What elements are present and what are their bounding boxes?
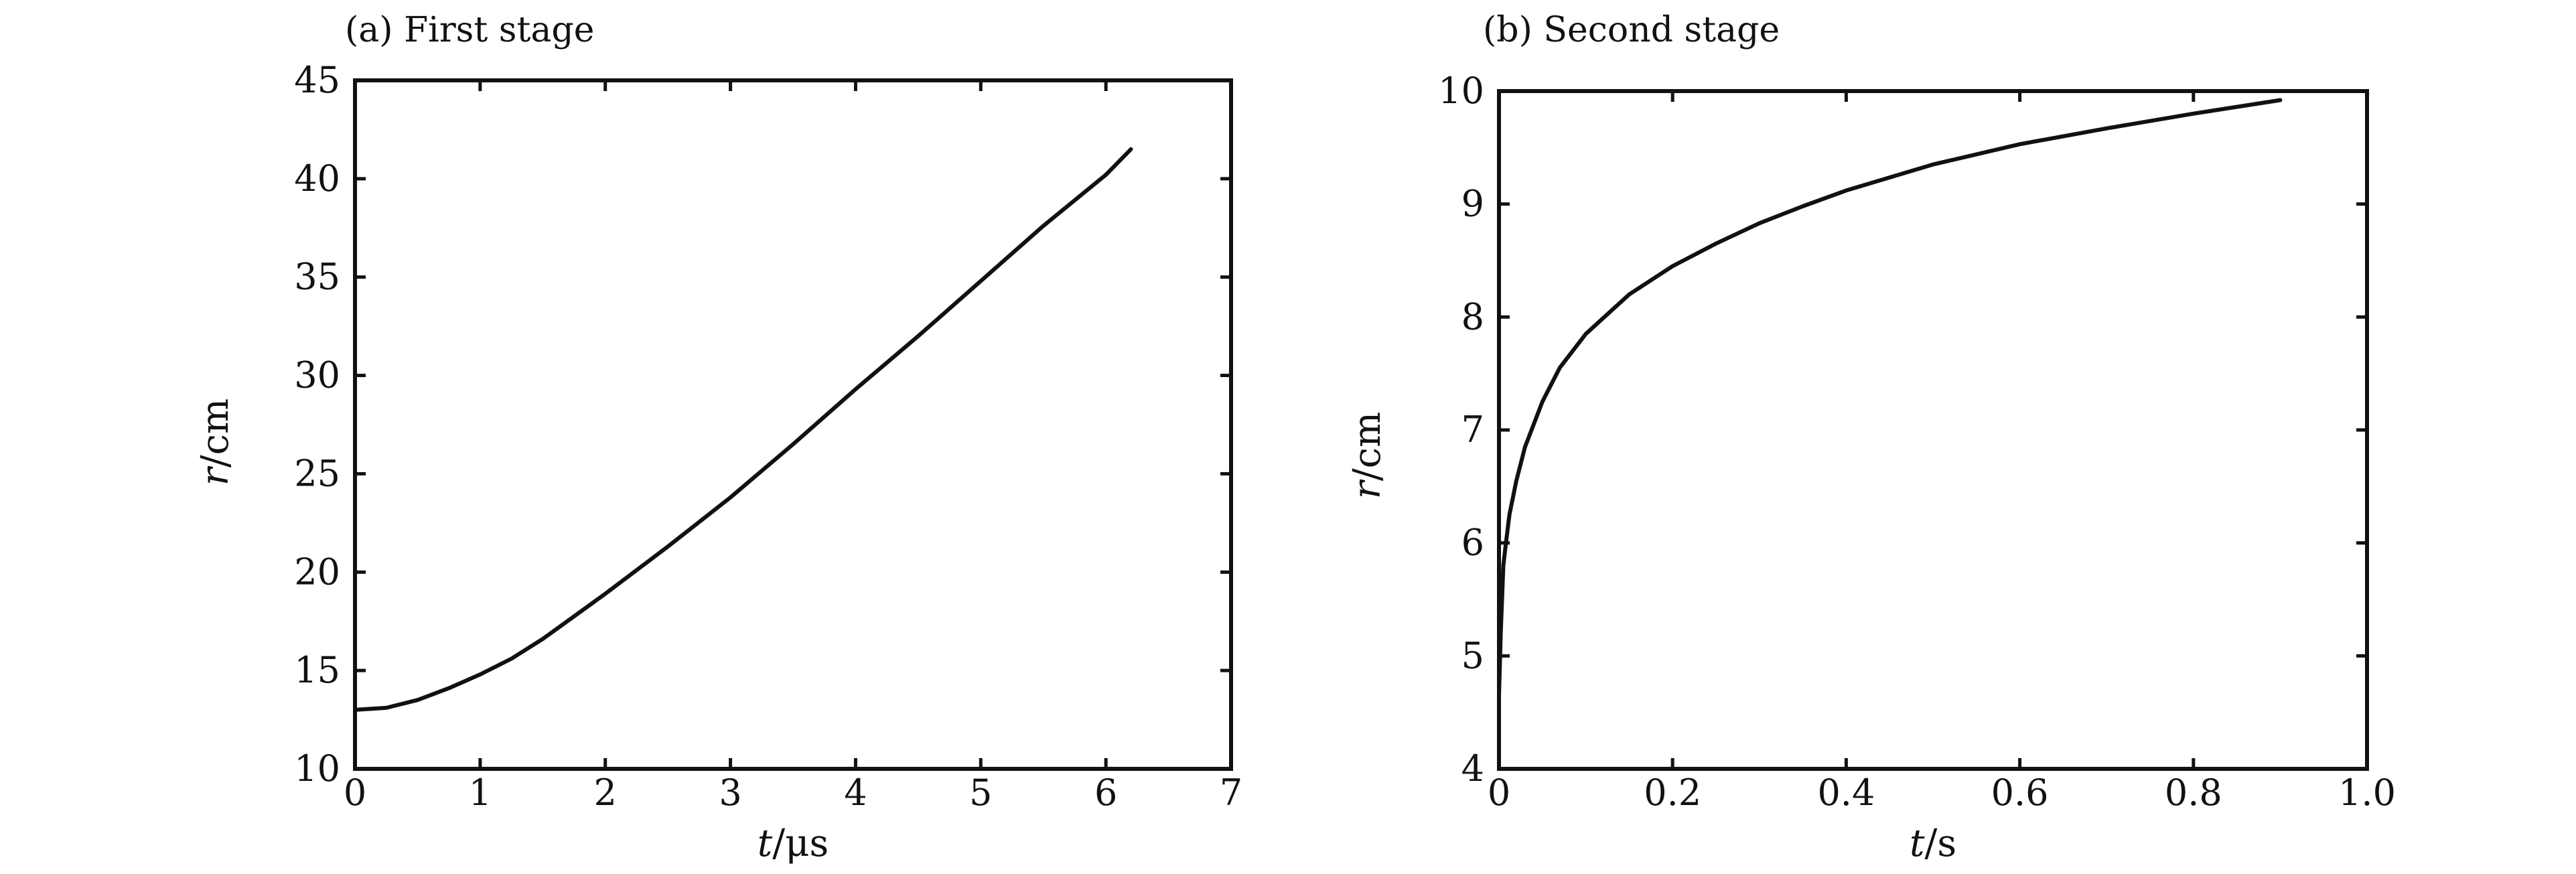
x-tick-label: 1 [469, 772, 492, 814]
x-axis-ticks: 0 1 2 3 4 5 6 7 [344, 80, 1242, 814]
y-tick-label: 9 [1461, 183, 1484, 225]
data-series-line [1497, 98, 2283, 698]
x-tick-label: 7 [1220, 772, 1242, 814]
y-tick-label: 10 [1438, 70, 1484, 112]
x-tick-label: 0.4 [1817, 772, 1875, 814]
y-tick-label: 20 [294, 551, 340, 593]
x-axis-label: t/s [1910, 822, 1956, 865]
x-tick-label: 0.6 [1991, 772, 2049, 814]
x-axis-label: t/μs [758, 822, 829, 865]
data-series-line [353, 147, 1133, 712]
x-tick-label: 2 [594, 772, 617, 814]
x-tick-label: 5 [969, 772, 992, 814]
y-tick-label: 15 [294, 649, 340, 691]
panel-title: (b) Second stage [1483, 10, 1780, 50]
x-tick-label: 1.0 [2338, 772, 2396, 814]
y-axis-ticks: 4 5 6 7 8 9 10 [1438, 70, 2367, 790]
y-axis-label: r/cm [194, 398, 237, 486]
y-tick-label: 7 [1461, 409, 1484, 451]
plot-frame [353, 78, 1233, 771]
panel-second-stage: (b) Second stage 0 0.2 0.4 0.6 0.8 1.0 4 5 6 7 8 9… [1346, 10, 2396, 865]
y-tick-label: 4 [1461, 747, 1484, 790]
x-tick-label: 3 [719, 772, 741, 814]
y-tick-label: 10 [294, 747, 340, 790]
x-tick-label: 6 [1094, 772, 1117, 814]
y-tick-label: 35 [294, 256, 340, 298]
y-tick-label: 5 [1461, 634, 1484, 676]
y-tick-label: 30 [294, 354, 340, 396]
x-tick-label: 4 [844, 772, 867, 814]
x-tick-label: 0.8 [2165, 772, 2222, 814]
y-tick-label: 40 [294, 157, 340, 200]
y-axis-label: r/cm [1346, 412, 1389, 499]
x-axis-ticks: 0 0.2 0.4 0.6 0.8 1.0 [1488, 91, 2396, 814]
plot-frame [1497, 89, 2369, 771]
x-tick-label: 0.2 [1644, 772, 1701, 814]
y-axis-ticks: 10 15 20 25 30 35 40 45 [294, 59, 1231, 790]
x-tick-label: 0 [1488, 772, 1510, 814]
y-tick-label: 8 [1461, 295, 1484, 338]
panel-title: (a) First stage [345, 10, 594, 50]
x-tick-label: 0 [344, 772, 366, 814]
y-tick-label: 6 [1461, 522, 1484, 564]
y-tick-label: 45 [294, 59, 340, 101]
y-tick-label: 25 [294, 452, 340, 494]
